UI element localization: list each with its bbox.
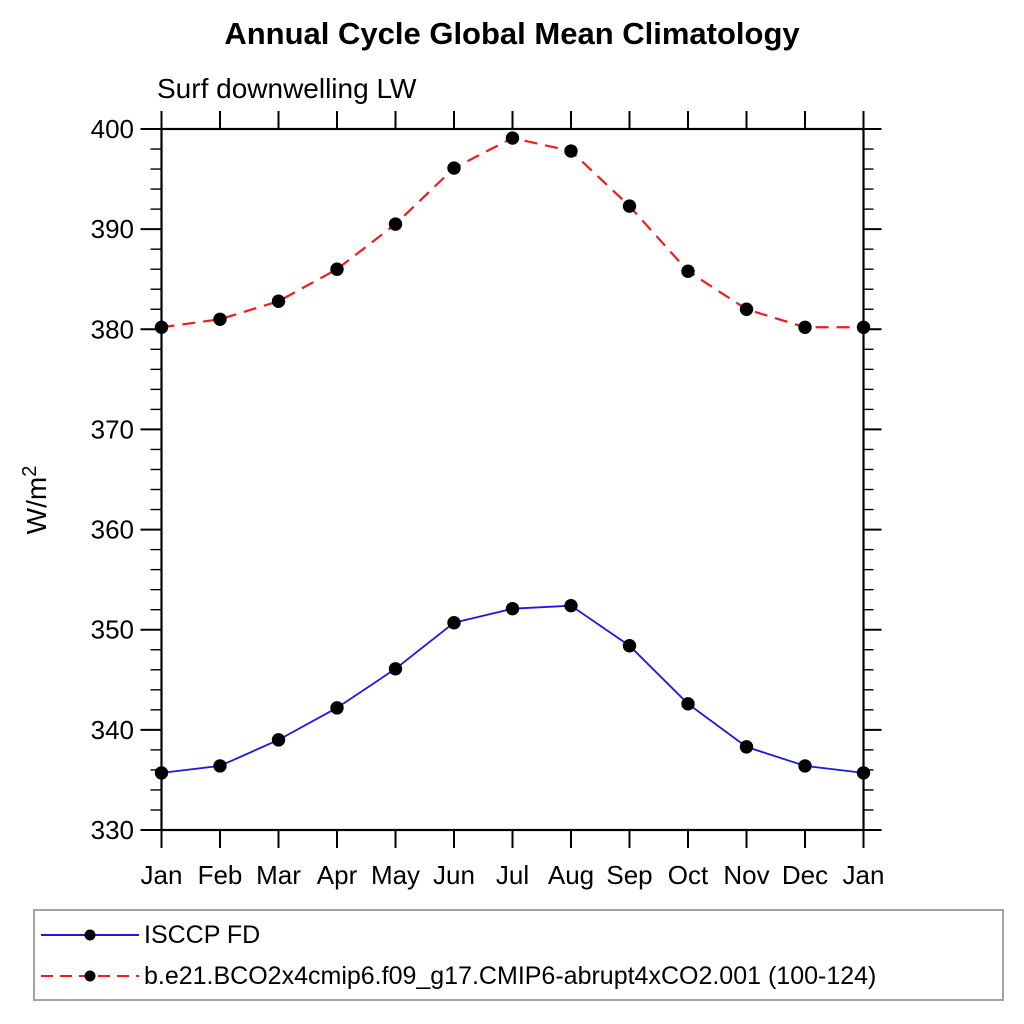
x-tick-label: Oct [668,860,709,890]
y-tick-label: 360 [91,515,134,545]
data-point-marker [681,264,695,278]
data-point-marker [213,759,227,773]
x-tick-label: Feb [198,860,243,890]
data-point-marker [739,302,754,316]
data-point-marker [271,294,286,308]
legend-line-sample-isccp [41,929,139,941]
y-axis: 330 340 350 360 370 380 390 400 [91,114,882,845]
data-point-marker [622,639,637,653]
x-tick-label: Jan [141,860,183,890]
x-tick-label: Jun [433,860,475,890]
x-tick-label: Nov [723,860,769,890]
legend: ISCCP FD b.e21.BCO2x4cmip6.f09_g17.CMIP6… [33,909,1004,1001]
x-tick-label: Apr [317,860,358,890]
data-point-marker [739,740,754,754]
data-point-marker [681,697,695,711]
legend-label-isccp: ISCCP FD [144,920,261,949]
data-point-marker [622,199,637,213]
y-tick-label: 380 [91,314,134,344]
legend-line-sample-model [41,970,139,982]
y-tick-label: 350 [91,615,134,645]
y-axis-label: W/m2 [19,466,52,535]
data-point-marker [154,320,169,334]
y-tick-label: 340 [91,715,134,745]
series-1 [154,131,871,334]
x-axis: Jan Feb Mar Apr May Jun Jul Aug Sep Oct Nov Dec Jan [141,111,885,890]
x-tick-label: Mar [256,860,301,890]
series-line-0 [161,604,864,774]
x-tick-label: Jan [843,860,885,890]
x-tick-label: Jul [496,860,529,890]
data-point-marker [154,766,169,780]
data-point-marker [856,320,871,334]
data-point-marker [505,601,520,616]
data-point-marker [330,701,344,715]
y-tick-label: 400 [91,114,134,144]
data-point-marker [388,217,403,231]
chart-title: Annual Cycle Global Mean Climatology [224,16,800,51]
data-point-marker [798,759,812,773]
chart-subtitle: Surf downwelling LW [157,73,417,104]
y-tick-label: 390 [91,214,134,244]
data-point-marker [271,733,286,747]
legend-sample-marker [84,970,96,982]
data-point-marker [856,766,871,780]
plot-frame [160,127,865,832]
x-tick-label: Sep [606,860,652,890]
y-tick-label: 330 [91,815,134,845]
legend-sample-marker [84,929,96,941]
legend-entry-isccp: ISCCP FD [39,921,260,949]
y-tick-label: 370 [91,414,134,444]
legend-label-model: b.e21.BCO2x4cmip6.f09_g17.CMIP6-abrupt4x… [144,961,877,990]
data-point-marker [213,312,227,326]
data-point-marker [447,161,461,175]
data-point-marker [798,320,812,334]
data-point-marker [505,131,520,145]
series-line-1 [161,136,864,329]
data-point-marker [564,144,578,158]
data-point-marker [564,598,578,613]
data-point-marker [330,262,344,276]
x-tick-label: May [371,860,420,890]
x-tick-label: Aug [548,860,594,890]
legend-entry-model: b.e21.BCO2x4cmip6.f09_g17.CMIP6-abrupt4x… [39,962,876,990]
data-point-marker [447,616,461,630]
data-point-marker [388,662,403,676]
x-tick-label: Dec [782,860,828,890]
series-0 [154,598,871,780]
